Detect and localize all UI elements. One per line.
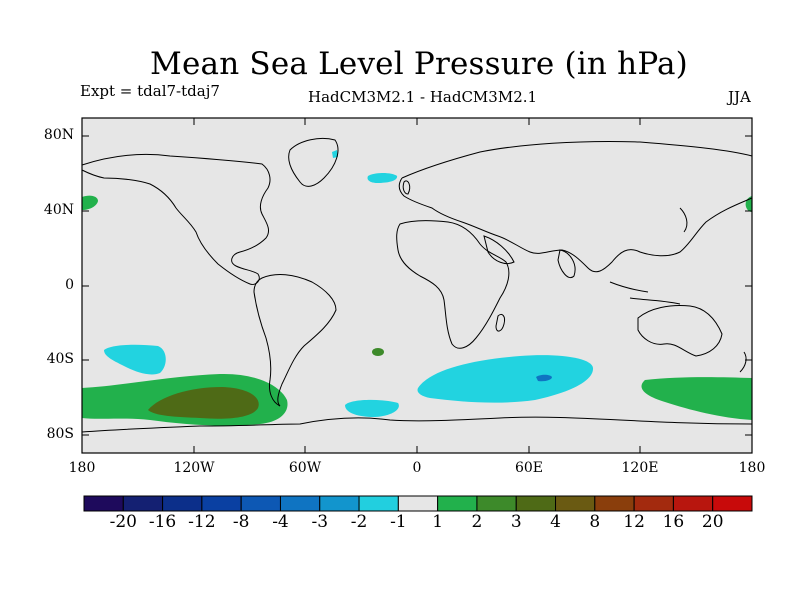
colorbar-label: -12 — [188, 512, 216, 532]
colorbar-label: 16 — [662, 512, 685, 532]
colorbar-swatch — [83, 495, 124, 512]
x-tick-label: 120W — [173, 460, 215, 476]
india-coastline — [557, 249, 576, 278]
colorbar-swatch — [358, 495, 399, 512]
y-tick-label: 80S — [46, 426, 74, 442]
south-america-coastline — [253, 274, 337, 407]
uk-coastline — [402, 180, 411, 195]
colorbar-label: 8 — [589, 512, 601, 532]
axis-ticks — [82, 118, 752, 453]
colorbar-label: -20 — [109, 512, 137, 532]
colorbar-swatch — [162, 495, 203, 512]
negative-anomaly-region — [104, 344, 166, 375]
positive-anomaly-region — [372, 348, 384, 356]
madagascar-coastline — [495, 313, 505, 332]
colorbar-label: 2 — [471, 512, 483, 532]
new-zealand-coastline — [739, 351, 747, 373]
negative-anomaly-region — [417, 355, 594, 403]
x-tick-label: 180 — [738, 460, 766, 476]
colorbar — [83, 495, 753, 512]
indonesia-coastline — [609, 281, 681, 305]
negative-anomaly-region — [345, 399, 399, 417]
colorbar-label: 3 — [510, 512, 522, 532]
greenland-coastline — [288, 137, 339, 187]
season-label: JJA — [728, 88, 751, 106]
x-tick-label: 180 — [68, 460, 96, 476]
australia-coastline — [637, 305, 723, 357]
colorbar-swatch — [672, 495, 714, 512]
negative-anomaly-region — [332, 150, 338, 158]
colorbar-swatch — [279, 495, 321, 512]
colorbar-label: -8 — [232, 512, 250, 532]
anomaly-shading — [82, 150, 752, 426]
model-comparison-label: HadCM3M2.1 - HadCM3M2.1 — [308, 88, 538, 106]
colorbar-label: -1 — [390, 512, 407, 532]
antarctica-coastline — [81, 416, 753, 433]
colorbar-swatch — [712, 495, 753, 512]
x-tick-label: 0 — [412, 460, 422, 476]
colorbar-label: 20 — [701, 512, 724, 532]
chart-title: Mean Sea Level Pressure (in hPa) — [150, 46, 688, 82]
y-tick-label: 40N — [43, 202, 74, 218]
y-tick-label: 0 — [65, 277, 74, 293]
colorbar-label: 1 — [432, 512, 444, 532]
colorbar-label: -3 — [311, 512, 329, 532]
colorbar-label: -16 — [148, 512, 177, 532]
north-america-coastline — [81, 153, 271, 285]
japan-coastline — [679, 207, 688, 233]
arabia-coastline — [483, 235, 515, 265]
x-tick-label: 60W — [288, 460, 322, 476]
colorbar-swatch — [319, 495, 360, 512]
negative-anomaly-region — [536, 374, 552, 382]
colorbar-label: 4 — [550, 512, 561, 532]
africa-coastline — [396, 220, 510, 349]
colorbar-swatch — [240, 495, 281, 512]
colorbar-swatch — [437, 495, 478, 512]
x-tick-label: 120E — [621, 460, 659, 476]
colorbar-swatch — [201, 495, 242, 512]
positive-anomaly-region — [82, 195, 98, 210]
colorbar-swatch — [397, 495, 439, 512]
colorbar-label: -4 — [272, 512, 289, 532]
colorbar-swatch — [633, 495, 674, 512]
coastlines — [81, 137, 753, 433]
colorbar-swatch — [515, 495, 557, 512]
negative-anomaly-region — [367, 173, 398, 183]
y-tick-label: 40S — [46, 351, 74, 367]
colorbar-swatch — [122, 495, 164, 512]
colorbar-swatch — [594, 495, 635, 512]
positive-anomaly-region — [641, 377, 752, 420]
experiment-label: Expt = tdal7-tdaj7 — [80, 82, 220, 100]
x-tick-label: 60E — [514, 460, 544, 476]
colorbar-label: 12 — [623, 512, 645, 532]
y-tick-label: 80N — [43, 127, 74, 143]
colorbar-label: -2 — [350, 512, 368, 532]
colorbar-swatch — [476, 495, 517, 512]
colorbar-swatch — [555, 495, 596, 512]
positive-anomaly-core — [148, 387, 259, 419]
